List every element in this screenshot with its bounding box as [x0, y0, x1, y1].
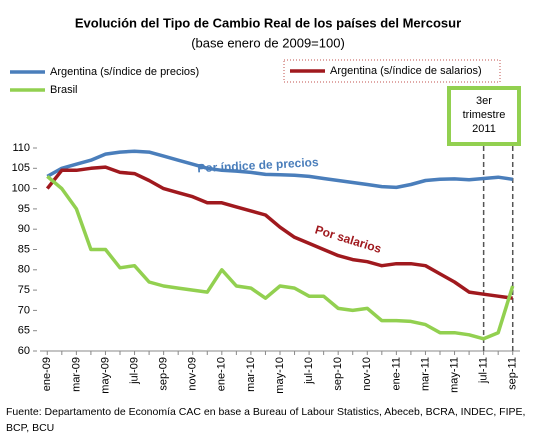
highlight-text: 2011 — [472, 123, 496, 135]
legend-frame — [283, 59, 501, 83]
y-tick-label: 105 — [12, 162, 30, 174]
source: Fuente: Departamento de Economía CAC en … — [6, 406, 525, 418]
x-tick-label: mar-09 — [70, 357, 82, 392]
highlight-text: trimestre — [463, 109, 506, 121]
legend-label: Argentina (s/índice de precios) — [50, 66, 199, 78]
x-tick-label: may-09 — [99, 357, 111, 394]
x-tick-label: mar-10 — [245, 357, 257, 392]
y-tick-label: 70 — [18, 304, 30, 316]
y-tick-label: 95 — [18, 203, 30, 215]
x-tick-label: ene-09 — [41, 357, 53, 391]
x-tick-label: jul-09 — [128, 357, 140, 385]
x-tick-label: may-11 — [448, 357, 460, 393]
legend-label: Argentina (s/índice de salarios) — [330, 65, 482, 77]
series-line — [46, 175, 515, 341]
x-tick-label: ene-10 — [216, 357, 228, 391]
legend-label: Brasil — [50, 84, 78, 96]
chart-title: Evolución del Tipo de Cambio Real de los… — [75, 15, 461, 30]
source: BCP, BCU — [6, 422, 54, 434]
y-tick-label: 85 — [18, 243, 30, 255]
x-tick-label: nov-10 — [361, 357, 373, 391]
y-tick-label: 100 — [12, 183, 30, 195]
x-tick-label: sep-10 — [332, 357, 344, 391]
x-tick-label: sep-09 — [158, 357, 170, 391]
y-tick-label: 80 — [18, 264, 30, 276]
x-tick-label: mar-11 — [419, 357, 431, 391]
x-tick-label: ene-11 — [390, 357, 402, 390]
y-tick-label: 60 — [18, 345, 30, 357]
y-tick-label: 90 — [18, 223, 30, 235]
y-tick-label: 65 — [18, 325, 30, 337]
chart-subtitle: (base enero de 2009=100) — [191, 35, 345, 50]
highlight-text: 3er — [476, 95, 492, 107]
y-tick-label: 110 — [12, 142, 30, 154]
series-line — [45, 165, 513, 300]
x-tick-label: sep-11 — [507, 357, 519, 390]
x-tick-label: nov-09 — [187, 357, 199, 391]
x-tick-label: jul-10 — [303, 357, 315, 385]
x-tick-label: may-10 — [274, 357, 286, 394]
x-tick-label: jul-11 — [478, 357, 490, 384]
highlight-box — [447, 86, 521, 146]
y-tick-label: 75 — [18, 284, 30, 296]
series-line — [46, 149, 513, 190]
